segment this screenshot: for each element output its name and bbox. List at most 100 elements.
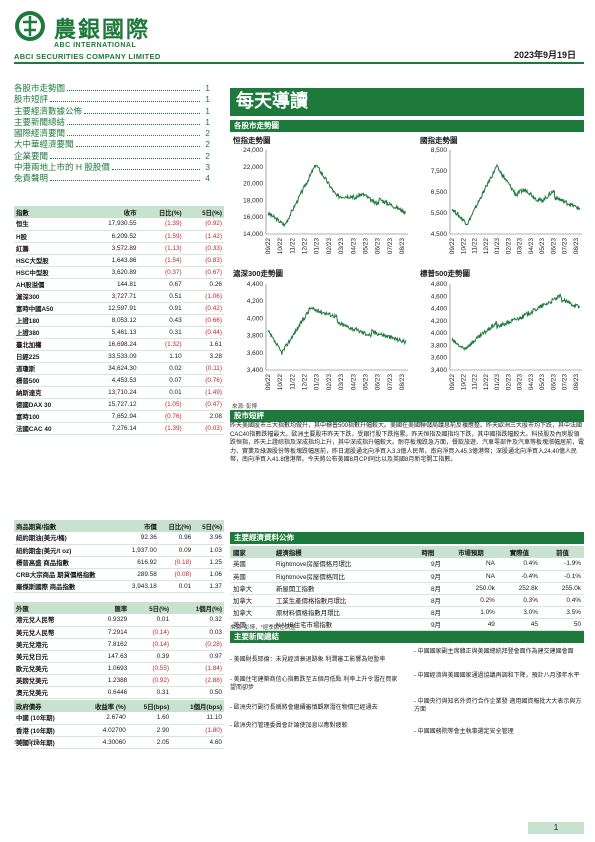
table-cell: (0.37) [138,266,184,279]
column-header: 1個月(bps) [171,700,224,712]
table-cell: 0.31 [129,686,172,699]
table-cell: 255.0k [540,582,584,595]
x-tick-label: 06/23 [550,238,557,255]
x-tick-label: 12/22 [302,238,309,255]
table-row: 加拿大 原材料價格指數月環比 8月 1.0% 3.0% 3.5% [230,606,584,619]
table-cell: (1.13) [138,242,184,255]
econ-data-table: 國家 經濟指標 時間 市場預期 實際值 前值 英國 Rightmove房屋價格月環比 9月 NA 0… [230,546,584,631]
toc-page: 2 [205,139,210,150]
toc-item[interactable]: 主要經濟數據公佈 1 [14,105,210,116]
table-cell: (1.32) [138,338,184,351]
table-cell: (1.80) [171,724,224,737]
table-cell: Rightmove房屋價格同比 [273,570,412,583]
y-tick-label: 24,000 [243,147,263,154]
table-cell: (0.08) [158,568,194,581]
table-row: 英國 Rightmove房屋價格月環比 9月 NA 0.4% -1.9% [230,558,584,571]
table-cell: HSC大型股 [14,254,84,267]
news-header: 主要新聞總結 [230,631,584,643]
table-cell: H股 [14,230,84,243]
table-cell: 4.60 [171,736,224,749]
x-tick-label: 02/23 [326,374,333,391]
company-name: ABCI SECURITIES COMPANY LIMITED [14,52,161,61]
table-cell: 日經225 [14,350,84,363]
x-tick-label: 01/23 [494,374,501,391]
x-tick-label: 05/23 [539,374,546,391]
table-cell: 0.26 [183,278,224,291]
toc-page: 3 [205,162,210,173]
table-cell: 1.37 [193,580,224,593]
table-cell: (0.11) [183,362,224,375]
table-cell: HSC中型股 [14,266,84,279]
table-cell: NA [443,558,498,571]
bonds-source: 來源: 彭博 [14,740,40,746]
table-cell: 3,572.89 [83,242,139,255]
table-cell: (0.76) [183,374,224,387]
table-cell: 新屋開工指數 [273,582,412,595]
column-header: 前值 [540,546,584,558]
toc-label: 國際經濟要聞 [14,128,66,139]
table-cell: (0.83) [183,254,224,267]
toc-item[interactable]: 中港兩地上市的 H 股股價 3 [14,161,210,172]
table-cell: (0.92) [183,218,224,231]
toc-leader [75,146,200,148]
index-line [267,306,407,355]
x-tick-label: 07/23 [387,238,394,255]
table-cell: NAHB住宅市場指數 [273,618,412,631]
toc-leader [50,157,200,159]
table-cell: 3.96 [193,532,224,545]
x-tick-label: 07/23 [387,374,394,391]
chart-axis [449,284,582,371]
column-header: 經濟指標 [273,546,412,558]
table-row: 英國 Rightmove房屋價格同比 9月 NA -0.4% -0.1% [230,570,584,583]
news-item: - 中國央行與知名外資行合作企業發 適用國資報批大大表示與方方面 [414,699,582,713]
toc-item[interactable]: 國際經濟要聞 2 [14,127,210,138]
toc-item[interactable]: 免責聲明 4 [14,172,210,183]
table-row: 紐約期金(美元/t oz) 1,937.00 0.09 1.03 [14,544,224,557]
table-row: 恒生 17,930.55 (1.39) (0.92) [14,218,224,231]
table-cell: 1,937.00 [121,544,159,557]
y-tick-label: 4,500 [431,231,448,238]
x-tick-label: 10/22 [277,238,284,255]
table-row: 納斯達克 13,710.24 0.01 (1.49) [14,386,224,399]
table-cell: 加拿大 [230,594,273,607]
y-tick-label: 4,200 [431,318,448,325]
table-cell: (0.14) [129,638,172,651]
y-tick-label: 3,400 [247,367,264,374]
toc-item[interactable]: 各股市走勢圖 1 [14,82,210,93]
table-cell: CRB大宗商品 期貨價格指數 [14,568,122,581]
table-row: 澳元兌美元 0.6446 0.31 0.50 [14,686,224,699]
toc-item[interactable]: 股市短評 1 [14,93,210,104]
table-cell: (0.66) [183,314,224,327]
table-cell: 恒生 [14,218,84,231]
x-tick-label: 07/23 [562,238,569,255]
x-tick-label: 01/23 [314,238,321,255]
x-tick-label: 08/23 [399,238,406,255]
table-cell: (1.05) [138,398,184,411]
table-cell: 144.81 [83,278,139,291]
table-cell: 2.90 [127,724,172,737]
x-tick-label: 03/23 [338,238,345,255]
column-header: 日比(%) [158,520,194,532]
table-cell: 616.92 [121,556,159,569]
x-tick-label: 04/23 [528,238,535,255]
toc-item[interactable]: 大中華經濟要聞 2 [14,138,210,149]
table-row: 德國DAX 30 15,727.12 (1.05) (0.47) [14,398,224,411]
logo-english-name: ABC INTERNATIONAL [54,42,137,49]
toc-leader [67,135,200,137]
table-cell: 12,597.91 [83,302,139,315]
x-tick-label: 05/23 [362,238,369,255]
table-cell: AH股溢價 [14,278,84,291]
column-header: 5日(%) [129,602,172,614]
table-cell: 2.6740 [76,712,128,725]
market-commentary: 昨天美國股市三大指數均做升，其中標普500指數升幅較大。美國在美國聯儲局議息前反… [230,423,585,464]
y-tick-label: 3,400 [431,367,448,374]
toc-label: 免責聲明 [14,173,49,184]
table-cell: 13,710.24 [83,386,139,399]
table-cell: 147.63 [88,650,130,663]
column-header: 1個月(%) [171,602,224,614]
x-tick-label: 04/23 [350,374,357,391]
toc-item[interactable]: 企業要聞 2 [14,150,210,161]
toc-item[interactable]: 主要新聞總結 1 [14,116,210,127]
toc-page: 1 [205,116,210,127]
index-line [451,163,581,226]
